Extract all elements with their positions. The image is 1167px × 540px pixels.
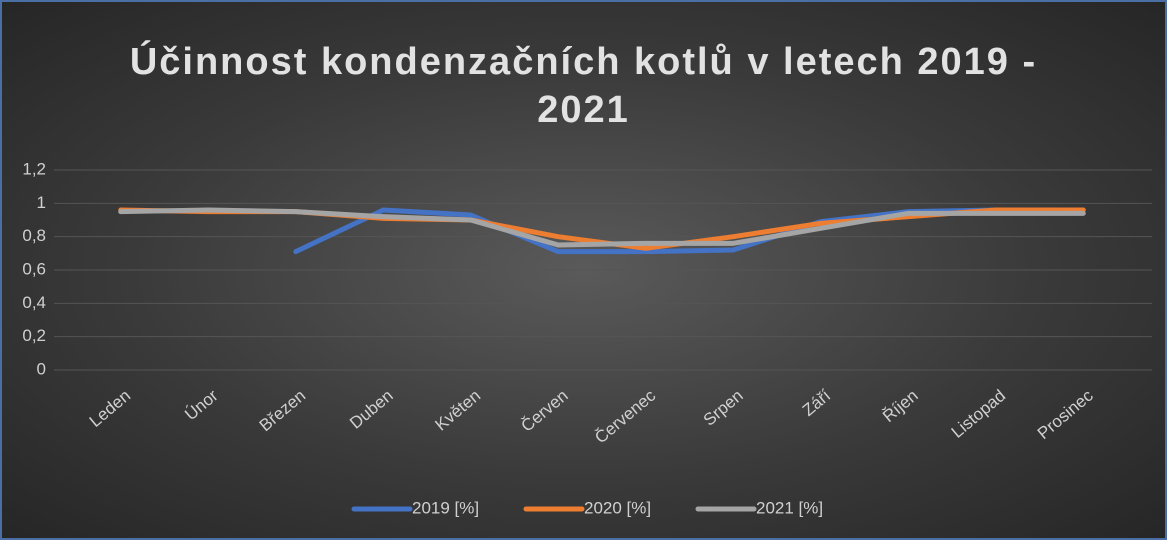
series-line (118, 207, 1086, 248)
x-tick-label: Říjen (879, 386, 922, 426)
y-tick-label: 0,2 (22, 326, 46, 345)
x-tick-label: Září (799, 386, 835, 420)
legend-label: 2021 [%] (756, 498, 823, 517)
x-tick-label: Leden (86, 386, 134, 431)
x-tick-label: Červenec (591, 386, 659, 448)
x-tick-label: Květen (431, 386, 484, 435)
x-tick-label: Březen (256, 386, 309, 435)
y-tick-label: 0,4 (22, 293, 46, 312)
y-tick-label: 0,8 (22, 226, 46, 245)
chart-title: Účinnost kondenzačních kotlů v letech 20… (129, 41, 1038, 131)
x-tick-label: Červen (518, 386, 572, 436)
legend-label: 2019 [%] (412, 498, 479, 517)
y-tick-label: 1 (37, 193, 46, 212)
y-tick-label: 1,2 (22, 159, 46, 178)
x-tick-label: Duben (346, 386, 397, 433)
y-tick-label: 0 (37, 359, 46, 378)
x-tick-label: Listopad (948, 386, 1009, 442)
x-tick-label: Prosinec (1034, 386, 1097, 443)
legend-label: 2020 [%] (584, 498, 651, 517)
x-tick-label: Srpen (700, 386, 747, 430)
x-tick-label: Únor (181, 386, 222, 424)
y-tick-label: 0,6 (22, 259, 46, 278)
